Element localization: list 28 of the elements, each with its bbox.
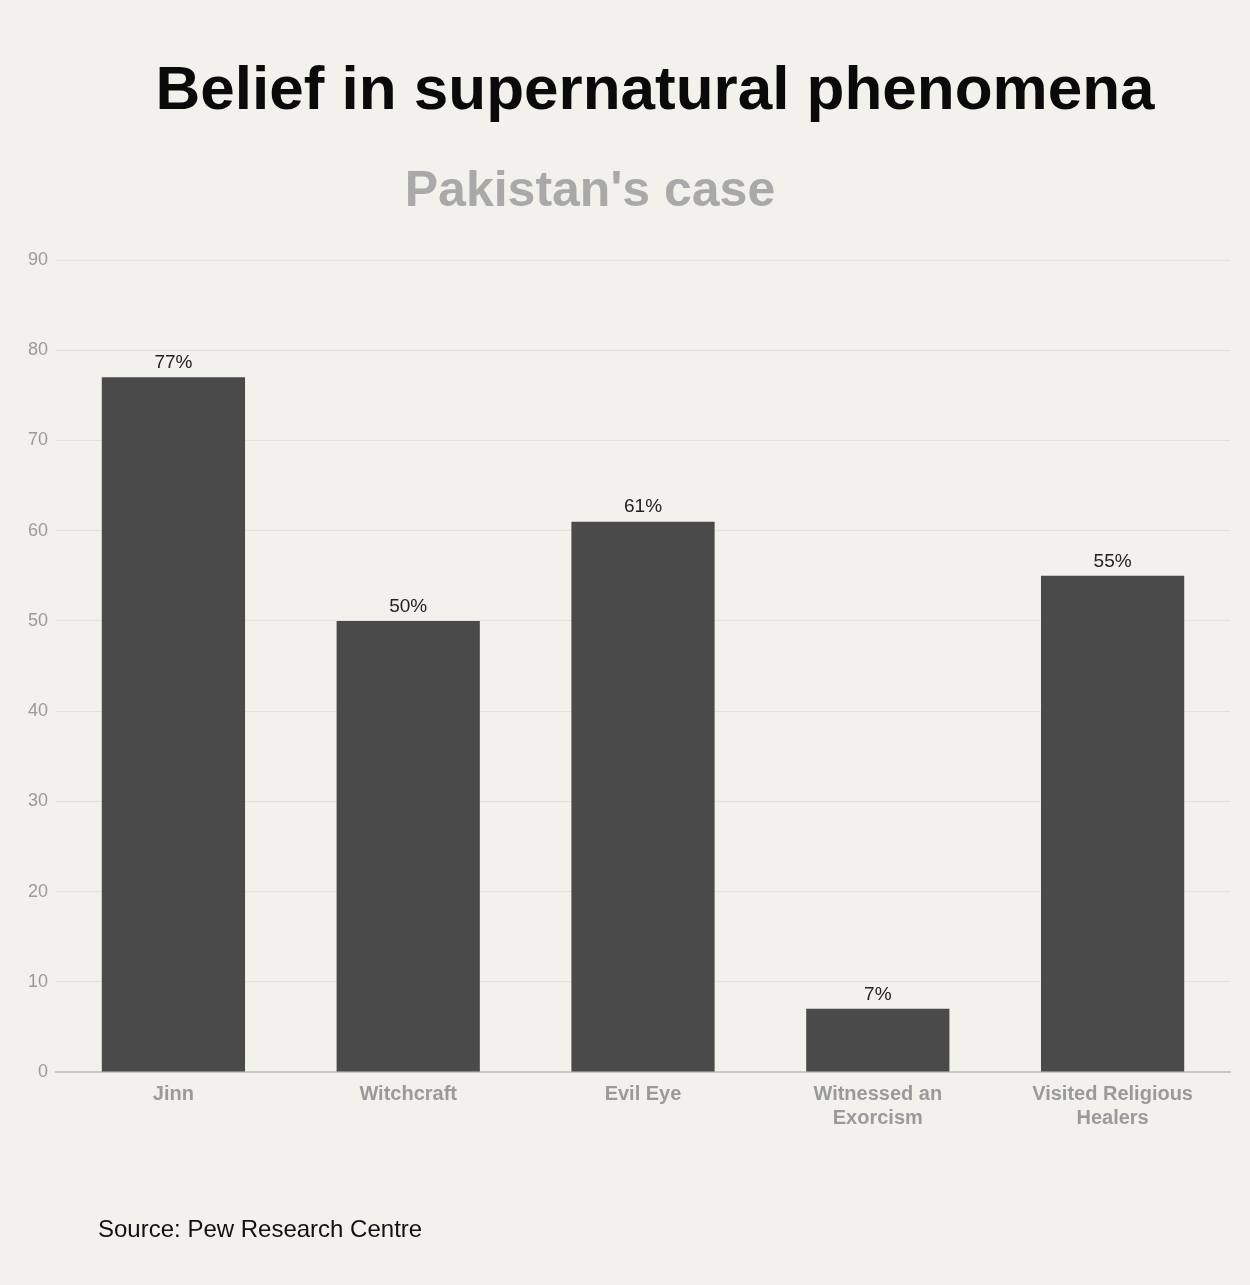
bar (571, 521, 715, 1072)
x-tick-label: Evil Eye (604, 1081, 682, 1104)
x-tick-label: Jinn (152, 1081, 194, 1104)
y-tick-label: 70 (27, 429, 49, 450)
y-tick-label: 90 (27, 248, 49, 269)
x-tick-label: Visited Religious Healers (1032, 1081, 1193, 1128)
bar (101, 377, 246, 1072)
y-tick-label: 60 (27, 519, 49, 540)
bar (336, 620, 480, 1072)
y-tick-label: 10 (27, 970, 49, 991)
bar (1040, 575, 1185, 1072)
data-label: 77% (154, 351, 193, 373)
data-label: 61% (624, 495, 663, 517)
y-tick-label: 20 (27, 880, 49, 901)
y-tick-label: 0 (38, 1060, 49, 1081)
y-tick-label: 30 (27, 790, 49, 811)
source-note: Source: Pew Research Centre (98, 1215, 423, 1243)
chart-subtitle: Pakistan's case (403, 160, 777, 218)
x-tick-label: Witchcraft (359, 1081, 458, 1104)
y-tick-label: 50 (27, 609, 49, 630)
y-tick-label: 40 (27, 700, 49, 721)
chart-title: Belief in supernatural phenomena (154, 52, 1156, 123)
data-label: 7% (864, 982, 892, 1004)
data-label: 55% (1093, 549, 1132, 571)
bar (806, 1008, 950, 1072)
y-tick-label: 80 (27, 339, 49, 360)
x-tick-label: Witnessed an Exorcism (813, 1081, 943, 1128)
data-label: 50% (389, 594, 428, 616)
